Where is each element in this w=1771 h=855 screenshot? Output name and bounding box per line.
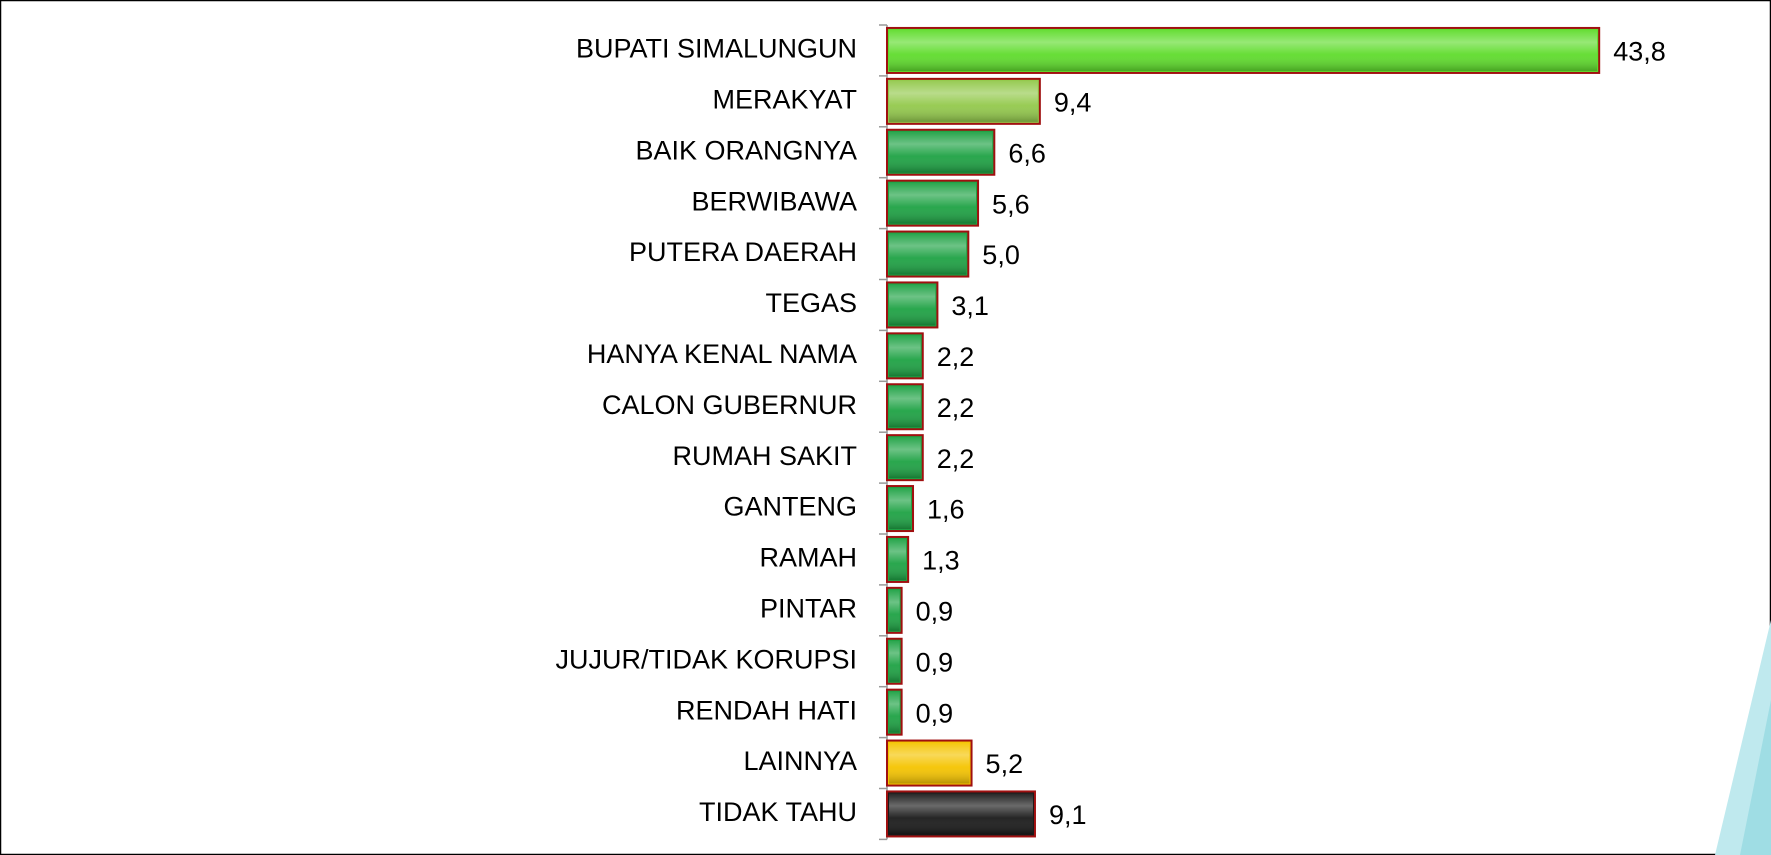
- category-label: RENDAH HATI: [676, 695, 857, 725]
- bar-shine: [889, 589, 900, 631]
- bar-shine: [889, 488, 912, 530]
- category-label: CALON GUBERNUR: [602, 390, 857, 420]
- category-label: LAINNYA: [743, 746, 857, 776]
- bar-shine: [889, 284, 936, 326]
- bar-shine: [889, 691, 900, 733]
- category-label: BERWIBAWA: [691, 186, 857, 216]
- value-label: 2,2: [937, 444, 975, 474]
- bar-shine: [889, 386, 921, 428]
- value-label: 5,6: [992, 189, 1030, 219]
- value-label: 43,8: [1613, 37, 1666, 67]
- value-label: 2,2: [937, 342, 975, 372]
- value-label: 2,2: [937, 393, 975, 423]
- value-label: 1,3: [922, 546, 960, 576]
- category-label: GANTENG: [723, 492, 857, 522]
- bar-shine: [889, 538, 907, 580]
- bar-shine: [889, 742, 970, 784]
- category-label: JUJUR/TIDAK KORUPSI: [555, 644, 857, 674]
- bar-shine: [889, 80, 1038, 122]
- bar-shine: [889, 29, 1598, 71]
- category-label: RUMAH SAKIT: [672, 441, 857, 471]
- value-label: 0,9: [916, 647, 954, 677]
- bar-shine: [889, 437, 921, 479]
- category-label: HANYA KENAL NAMA: [587, 339, 857, 369]
- category-label: BUPATI SIMALUNGUN: [576, 34, 857, 64]
- value-label: 0,9: [916, 596, 954, 626]
- value-label: 5,0: [982, 240, 1020, 270]
- value-label: 3,1: [951, 291, 989, 321]
- value-label: 0,9: [916, 698, 954, 728]
- category-label: PINTAR: [760, 593, 857, 623]
- bar-shine: [889, 335, 921, 377]
- value-label: 5,2: [986, 749, 1024, 779]
- value-label: 1,6: [927, 495, 965, 525]
- category-label: MERAKYAT: [712, 84, 857, 114]
- category-label: PUTERA DAERAH: [629, 237, 857, 267]
- category-label: TEGAS: [765, 288, 857, 318]
- bar-shine: [889, 233, 967, 275]
- category-label: RAMAH: [759, 543, 857, 573]
- value-label: 6,6: [1008, 138, 1046, 168]
- category-label: BAIK ORANGNYA: [635, 135, 857, 165]
- category-label: TIDAK TAHU: [699, 797, 857, 827]
- value-label: 9,4: [1054, 87, 1092, 117]
- bar-shine: [889, 131, 993, 173]
- decoration: [1740, 700, 1771, 855]
- bar-shine: [889, 793, 1033, 835]
- bar-shine: [889, 182, 977, 224]
- value-label: 9,1: [1049, 800, 1087, 830]
- bar-shine: [889, 640, 900, 682]
